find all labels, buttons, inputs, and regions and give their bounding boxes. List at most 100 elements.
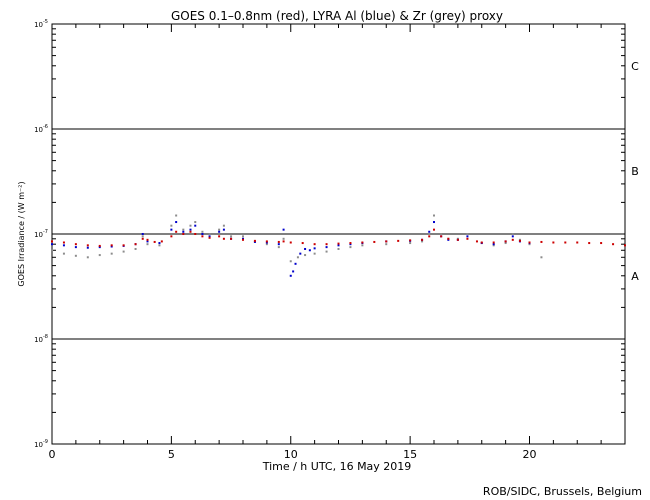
data-point — [361, 241, 364, 244]
data-point — [282, 228, 285, 231]
series-group — [51, 228, 626, 247]
data-point — [265, 241, 268, 244]
data-point — [141, 237, 144, 240]
data-point — [189, 228, 192, 231]
data-point — [447, 237, 450, 240]
data-point — [299, 252, 302, 255]
data-point — [141, 235, 144, 238]
data-point — [194, 224, 197, 227]
data-point — [325, 243, 328, 246]
data-point — [134, 243, 137, 246]
data-point — [242, 235, 244, 238]
data-point — [62, 252, 65, 255]
x-axis-label: Time / h UTC, 16 May 2019 — [262, 460, 412, 473]
x-tick-label: 15 — [403, 448, 417, 461]
data-point — [189, 230, 192, 233]
data-point — [194, 221, 197, 224]
data-point — [433, 214, 435, 217]
data-point — [110, 244, 113, 247]
data-point — [253, 239, 256, 242]
data-point — [201, 233, 204, 235]
data-point — [51, 243, 53, 246]
data-point — [304, 254, 307, 257]
series-points — [51, 214, 626, 277]
x-axis: 0 5 10 15 20 — [49, 24, 626, 461]
data-point — [428, 230, 431, 233]
data-point — [528, 241, 531, 244]
y-tick-label: 10-6 — [34, 124, 48, 134]
data-point — [170, 224, 173, 227]
data-point — [313, 243, 316, 246]
data-point — [385, 243, 388, 246]
data-point — [175, 214, 178, 217]
data-point — [194, 233, 197, 235]
data-point — [421, 238, 424, 241]
data-point — [222, 237, 225, 240]
data-point — [253, 240, 256, 243]
data-point — [433, 221, 435, 224]
data-point — [175, 230, 178, 233]
data-point — [189, 224, 192, 227]
data-point — [222, 224, 225, 227]
data-point — [141, 233, 144, 235]
data-point — [337, 242, 340, 245]
data-point — [62, 244, 65, 247]
data-point — [289, 241, 292, 244]
data-point — [289, 260, 292, 263]
data-point — [265, 240, 268, 243]
data-point — [208, 233, 211, 235]
data-point — [170, 228, 173, 231]
y-tick-label: 10-7 — [34, 229, 48, 239]
data-point — [576, 241, 579, 244]
data-point — [504, 242, 507, 245]
data-point — [385, 240, 388, 243]
data-point — [313, 252, 316, 255]
data-point — [134, 247, 137, 250]
flare-class-labels: C B A — [631, 60, 639, 283]
data-point — [528, 243, 531, 246]
data-point — [600, 242, 603, 245]
data-point — [440, 233, 443, 235]
data-point — [277, 246, 280, 249]
data-point — [222, 228, 225, 231]
data-point — [337, 247, 340, 250]
data-point — [294, 262, 297, 265]
data-point — [277, 240, 280, 243]
credit-label: ROB/SIDC, Brussels, Belgium — [483, 485, 642, 498]
data-point — [282, 240, 285, 243]
data-point — [421, 240, 424, 243]
data-point — [511, 233, 514, 235]
data-point — [86, 246, 89, 249]
data-point — [110, 252, 113, 255]
data-point — [349, 246, 352, 249]
data-point — [313, 247, 316, 250]
data-point — [98, 244, 101, 247]
series-group — [51, 214, 543, 263]
data-point — [277, 243, 280, 246]
x-tick-label: 0 — [49, 448, 56, 461]
data-point — [308, 249, 311, 252]
data-point — [492, 244, 495, 247]
data-point — [296, 256, 299, 259]
data-point — [182, 230, 185, 233]
flare-class-label: A — [631, 270, 639, 283]
data-point — [492, 241, 495, 244]
data-point — [51, 249, 53, 252]
data-point — [218, 228, 221, 231]
data-point — [337, 244, 340, 247]
data-point — [612, 243, 615, 246]
data-point — [62, 241, 65, 244]
flare-class-lines — [52, 128, 625, 340]
data-point — [74, 243, 77, 246]
data-point — [86, 256, 89, 259]
data-point — [110, 245, 113, 248]
data-point — [564, 241, 567, 244]
flare-class-label: B — [631, 165, 639, 178]
data-point — [409, 242, 412, 245]
data-point — [201, 235, 204, 238]
data-point — [208, 235, 211, 238]
y-tick-label: 10-8 — [34, 334, 48, 344]
x-tick-label: 10 — [284, 448, 298, 461]
series-group — [51, 221, 531, 277]
